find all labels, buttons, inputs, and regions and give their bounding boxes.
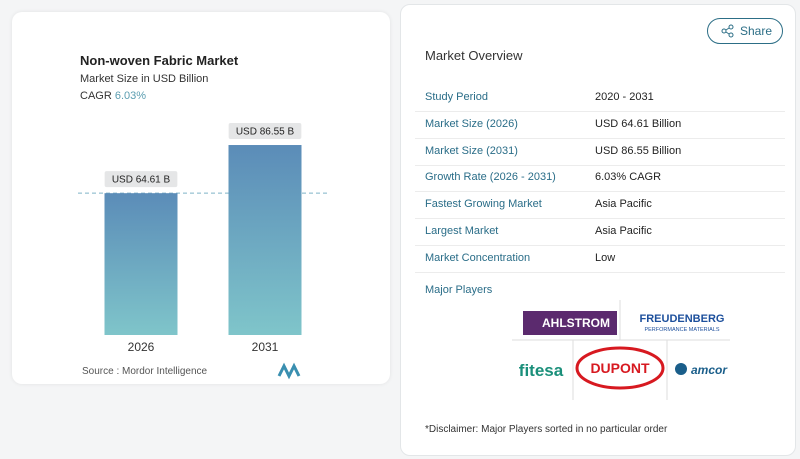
logo-amcor: amcor	[691, 363, 728, 377]
chart-subtitle: Market Size in USD Billion	[80, 73, 209, 85]
disclaimer: *Disclaimer: Major Players sorted in no …	[425, 424, 668, 435]
logo-fitesa: fitesa	[519, 361, 564, 380]
overview-row: Fastest Growing Market Asia Pacific	[415, 191, 785, 220]
logo-ahlstrom: AHLSTROM	[542, 316, 610, 330]
row-label: Market Size (2026)	[425, 117, 518, 130]
row-value: 6.03% CAGR	[595, 171, 662, 184]
logo-amcor-icon	[675, 363, 687, 375]
logo-dupont-oval	[575, 346, 665, 390]
share-button[interactable]: Share	[707, 18, 783, 44]
value-label-bg	[104, 171, 178, 188]
row-value: Asia Pacific	[595, 198, 652, 211]
overview-row: Largest Market Asia Pacific	[415, 218, 785, 246]
overview-row: Growth Rate (2026 - 2031) 6.03% CAGR	[415, 164, 785, 193]
row-label: Study Period	[425, 91, 488, 103]
row-value: USD 86.55 Billion	[595, 144, 682, 157]
logo-dupont: DUPONT	[590, 360, 650, 376]
chart-title: Non-woven Fabric Market	[80, 53, 239, 68]
value-label-bg	[228, 123, 302, 140]
row-value: Asia Pacific	[595, 225, 652, 237]
overview-row: Study Period 2020 - 2031	[415, 84, 785, 112]
source: Source : Mordor Intelligence	[82, 366, 208, 377]
value-label: USD 64.61 B	[112, 175, 171, 186]
logo-ahlstrom-bg	[523, 311, 617, 335]
row-label: Growth Rate (2026 - 2031)	[425, 171, 556, 184]
share-label[interactable]: Share	[740, 24, 773, 38]
value-label: USD 86.55 B	[236, 127, 295, 138]
row-label: Fastest Growing Market	[425, 198, 542, 211]
share-icon	[721, 24, 734, 38]
x-tick-label: 2031	[252, 340, 279, 354]
x-tick-label: 2026	[128, 340, 155, 354]
cagr-value: 6.03%	[114, 90, 147, 102]
overview-row: Market Concentration Low	[415, 245, 785, 273]
row-value: Low	[595, 251, 616, 264]
players-title: Major Players	[425, 284, 493, 296]
overview-title: Market Overview	[425, 48, 523, 63]
logo-freudenberg: FREUDENBERG	[640, 313, 725, 325]
logo-mordor	[277, 362, 301, 380]
overview-row: Market Size (2031) USD 86.55 Billion	[415, 138, 785, 166]
row-label: Market Size (2031)	[425, 144, 518, 157]
row-value: USD 64.61 Billion	[595, 117, 682, 130]
row-value: 2020 - 2031	[595, 91, 654, 103]
cagr: CAGR 6.03%	[80, 90, 146, 102]
bar	[228, 145, 302, 335]
bar	[104, 193, 178, 335]
cagr-label: CAGR	[80, 90, 112, 102]
row-label: Largest Market	[425, 225, 499, 237]
overview-row: Market Size (2026) USD 64.61 Billion	[415, 111, 785, 139]
row-label: Market Concentration	[425, 251, 531, 264]
logo-freudenberg-sub: PERFORMANCE MATERIALS	[644, 327, 719, 333]
chart-card	[12, 12, 390, 384]
